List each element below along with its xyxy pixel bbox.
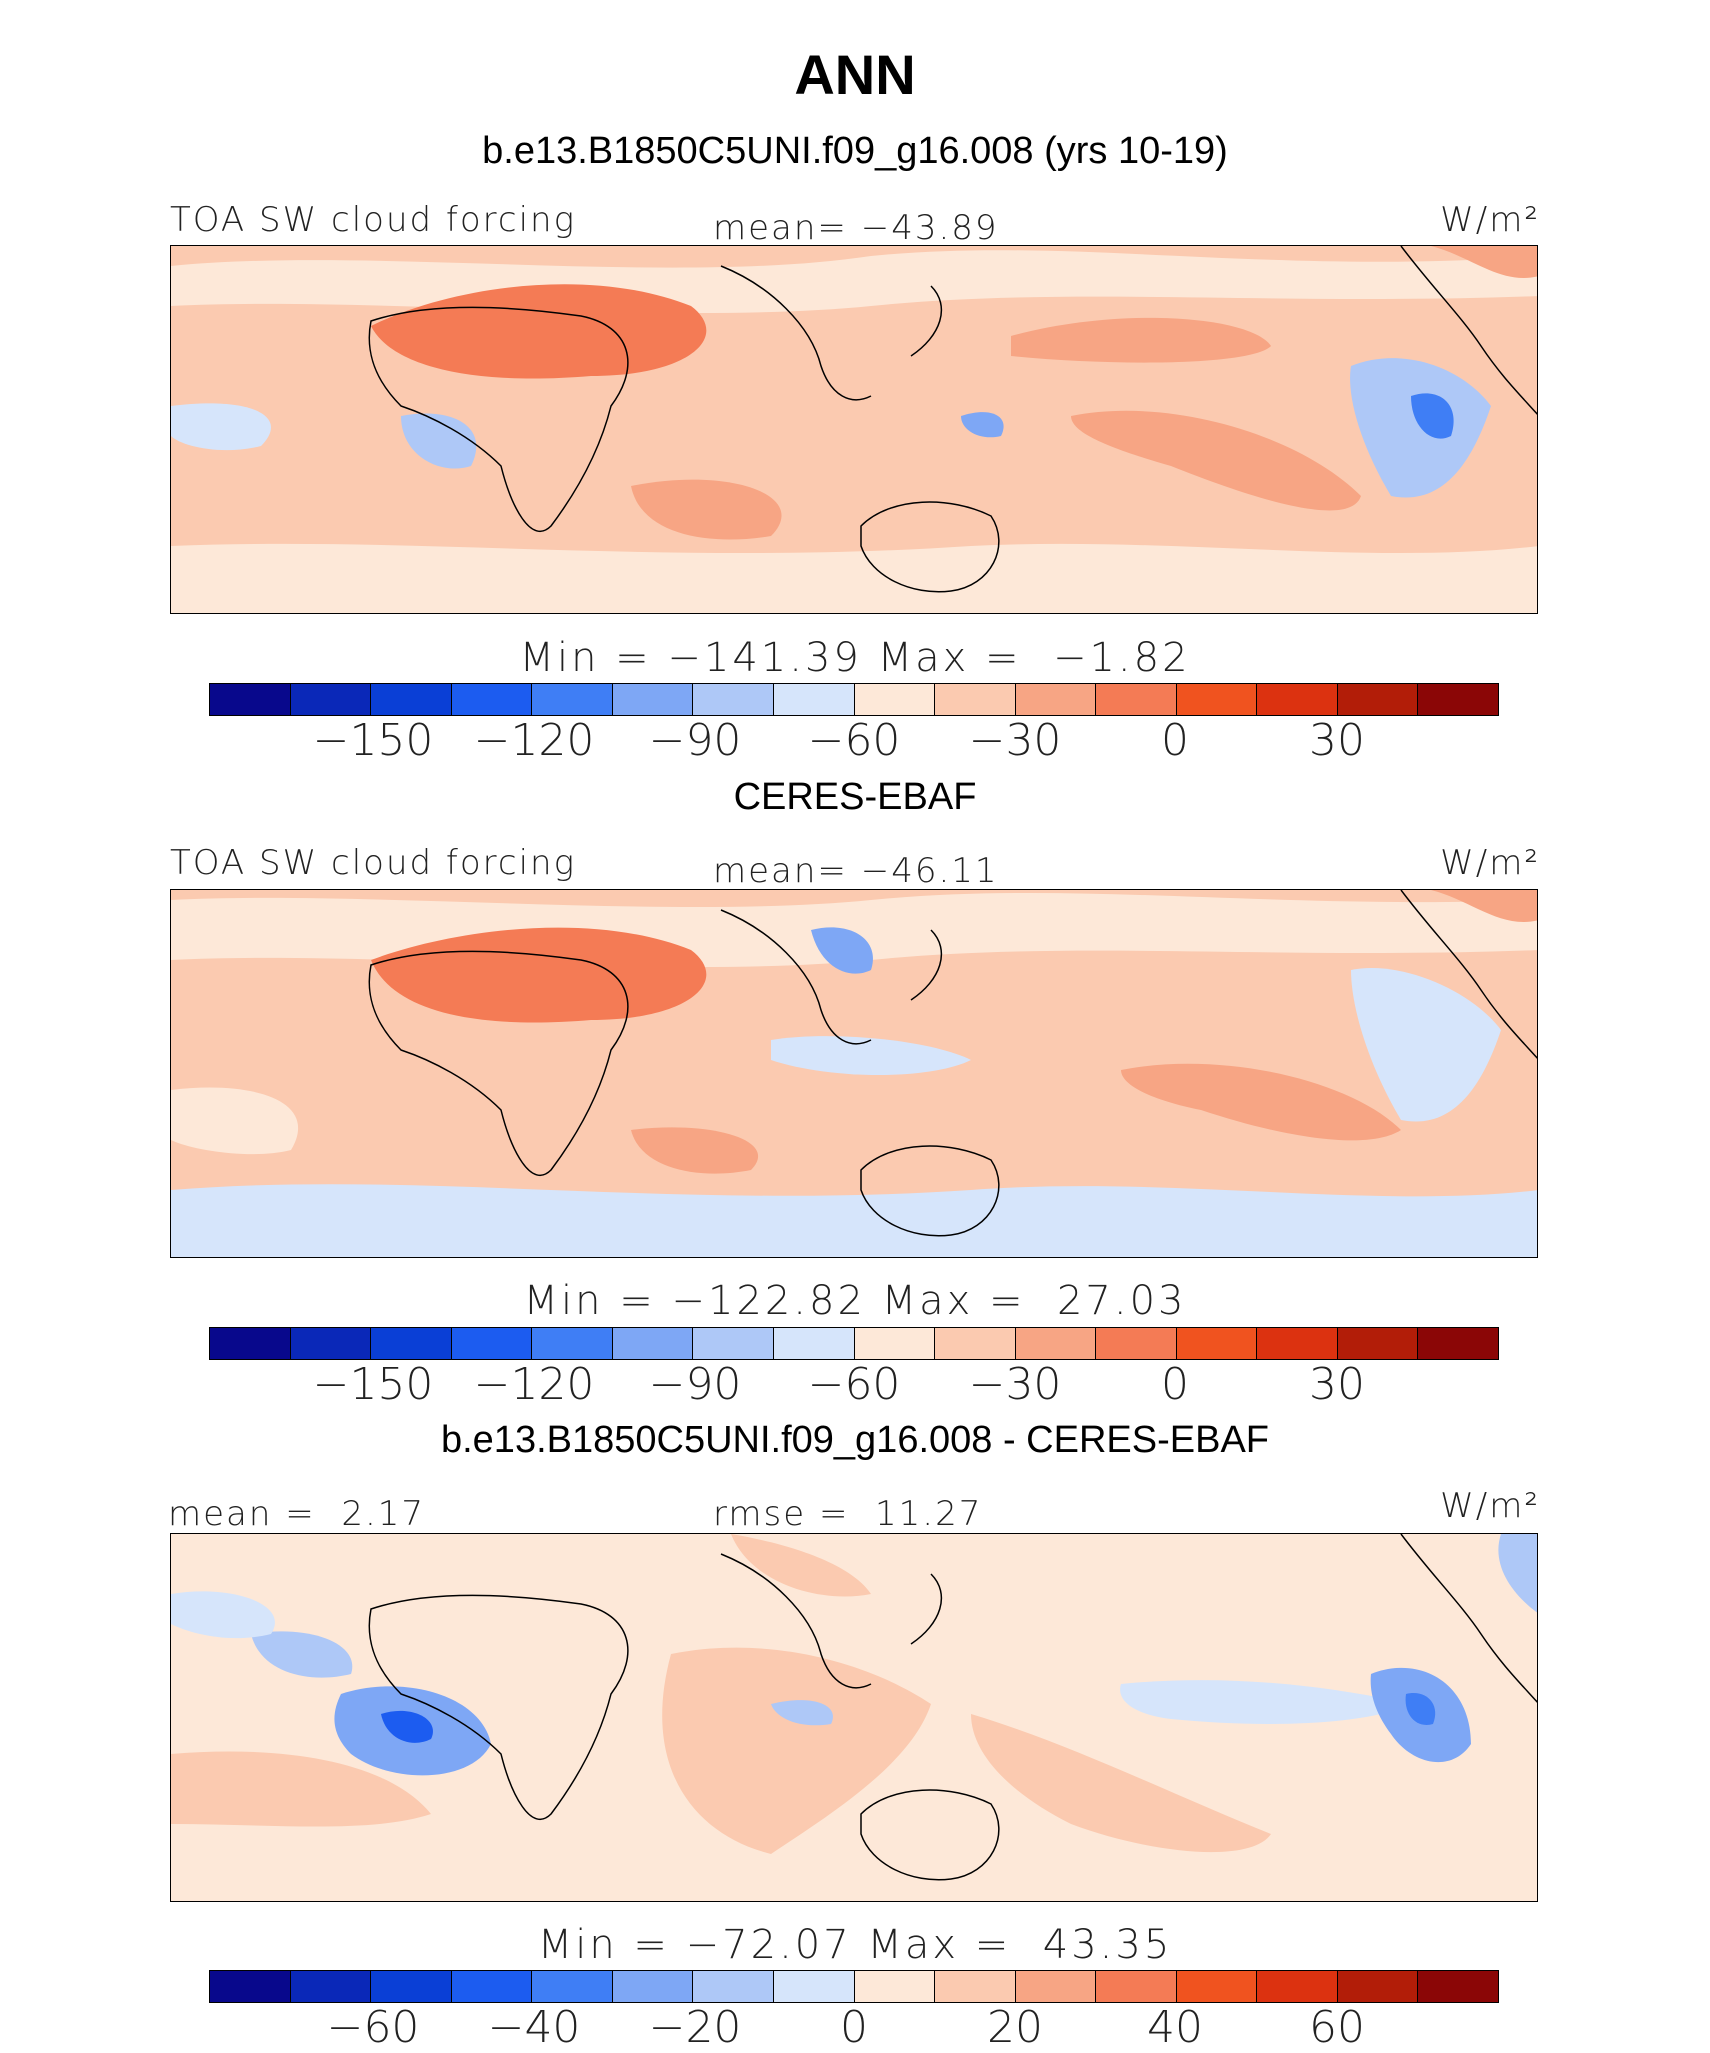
colorbar-swatch [1176, 1328, 1258, 1359]
colorbar-tick-label: −90 [648, 1359, 742, 1410]
panel-title: b.e13.B1850C5UNI.f09_g16.008 (yrs 10-19) [482, 130, 1228, 172]
panel-rmse-label: rmse = 11.27 [713, 1494, 983, 1534]
colorbar-swatch [1257, 1971, 1338, 2002]
colorbar-tick-label: −60 [807, 1359, 901, 1410]
colorbar-tick-row: −150 −120 −90 −60 −30 0 30 [0, 715, 1710, 766]
colorbar-tick-label: −40 [487, 2002, 581, 2053]
panel-units-label: W/m² [1440, 200, 1540, 240]
map-panel-difference [170, 1533, 1538, 1902]
panel-units-label: W/m² [1440, 1486, 1540, 1526]
colorbar-swatch [612, 684, 694, 715]
colorbar-swatch [612, 1328, 694, 1359]
colorbar [209, 1970, 1499, 2003]
colorbar-swatch [693, 1971, 774, 2002]
colorbar-swatch [371, 1328, 452, 1359]
panel-left-label: TOA SW cloud forcing [170, 200, 576, 240]
minmax-label: Min = −141.39 Max = −1.82 [519, 635, 1191, 681]
colorbar-tick-label: 60 [1309, 2002, 1365, 2053]
panel-mean-label: mean = 2.17 [168, 1494, 426, 1534]
minmax-label: Min = −72.07 Max = 43.35 [537, 1922, 1173, 1968]
colorbar-swatch [210, 1328, 291, 1359]
colorbar-swatch [532, 1328, 613, 1359]
panel-left-label: TOA SW cloud forcing [170, 843, 576, 883]
colorbar-swatch [1337, 1328, 1419, 1359]
panel-units-label: W/m² [1440, 843, 1540, 883]
map-panel-model [170, 245, 1538, 614]
colorbar-swatch [1015, 1971, 1097, 2002]
panel-mean-label: mean= −43.89 [713, 208, 999, 248]
colorbar-tick-label: −150 [312, 1359, 434, 1410]
colorbar-tick-row: −60 −40 −20 0 20 40 60 [0, 2002, 1710, 2053]
colorbar-swatch [773, 1971, 855, 2002]
colorbar-tick-label: −20 [648, 2002, 742, 2053]
colorbar-swatch [854, 684, 936, 715]
colorbar-swatch [1418, 684, 1498, 715]
model-field-map [171, 246, 1537, 613]
colorbar-swatch [1176, 1971, 1258, 2002]
colorbar-tick-label: 0 [840, 2002, 868, 2053]
colorbar-tick-label: 40 [1147, 2002, 1203, 2053]
minmax-label: Min = −122.82 Max = 27.03 [523, 1278, 1187, 1324]
colorbar-swatch [1418, 1328, 1498, 1359]
colorbar-swatch [1257, 1328, 1338, 1359]
colorbar-swatch [451, 1971, 533, 2002]
colorbar-swatch [532, 1971, 613, 2002]
panel-title: CERES-EBAF [733, 776, 977, 818]
observed-field-map [171, 890, 1537, 1257]
colorbar-tick-label: −30 [968, 1359, 1062, 1410]
panel-mean-label: mean= −46.11 [713, 851, 999, 891]
colorbar-swatch [371, 684, 452, 715]
colorbar-tick-label: −120 [473, 1359, 595, 1410]
colorbar-swatch [693, 684, 774, 715]
colorbar-tick-row: −150 −120 −90 −60 −30 0 30 [0, 1359, 1710, 1410]
colorbar-tick-label: −150 [312, 715, 434, 766]
colorbar-swatch [451, 684, 533, 715]
colorbar-tick-label: −60 [326, 2002, 420, 2053]
colorbar [209, 683, 1499, 716]
panel-title: b.e13.B1850C5UNI.f09_g16.008 - CERES-EBA… [440, 1419, 1270, 1461]
colorbar-swatch [773, 684, 855, 715]
colorbar [209, 1327, 1499, 1360]
colorbar-swatch [290, 1971, 372, 2002]
colorbar-tick-label: 0 [1161, 1359, 1189, 1410]
colorbar-swatch [854, 1328, 936, 1359]
colorbar-swatch [935, 1971, 1016, 2002]
colorbar-tick-label: −120 [473, 715, 595, 766]
colorbar-swatch [290, 684, 372, 715]
colorbar-swatch [935, 1328, 1016, 1359]
colorbar-swatch [1418, 1971, 1498, 2002]
colorbar-swatch [1257, 684, 1338, 715]
colorbar-swatch [693, 1328, 774, 1359]
colorbar-tick-label: −30 [968, 715, 1062, 766]
map-panel-observed [170, 889, 1538, 1258]
colorbar-swatch [854, 1971, 936, 2002]
colorbar-swatch [371, 1971, 452, 2002]
page-title: ANN [794, 43, 916, 106]
colorbar-swatch [210, 684, 291, 715]
colorbar-swatch [935, 684, 1016, 715]
colorbar-tick-label: −60 [807, 715, 901, 766]
difference-field-map [171, 1534, 1537, 1901]
colorbar-swatch [451, 1328, 533, 1359]
colorbar-tick-label: 0 [1161, 715, 1189, 766]
colorbar-swatch [773, 1328, 855, 1359]
colorbar-tick-label: 30 [1309, 715, 1365, 766]
colorbar-swatch [1015, 684, 1097, 715]
colorbar-swatch [532, 684, 613, 715]
colorbar-swatch [612, 1971, 694, 2002]
colorbar-swatch [1337, 684, 1419, 715]
colorbar-swatch [290, 1328, 372, 1359]
colorbar-swatch [1015, 1328, 1097, 1359]
colorbar-tick-label: 30 [1309, 1359, 1365, 1410]
colorbar-swatch [210, 1971, 291, 2002]
colorbar-tick-label: −90 [648, 715, 742, 766]
colorbar-tick-label: 20 [987, 2002, 1043, 2053]
colorbar-swatch [1096, 1328, 1177, 1359]
colorbar-swatch [1337, 1971, 1419, 2002]
colorbar-swatch [1096, 684, 1177, 715]
colorbar-swatch [1176, 684, 1258, 715]
colorbar-swatch [1096, 1971, 1177, 2002]
